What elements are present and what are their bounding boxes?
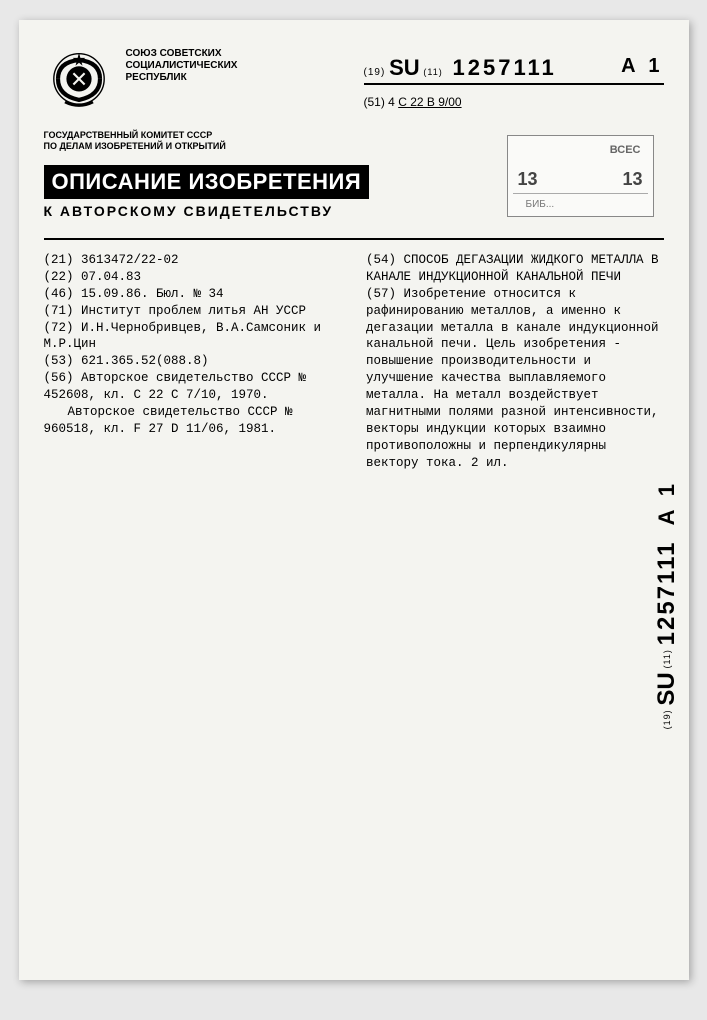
- field-22: (22) 07.04.83: [44, 269, 342, 286]
- ipc-prefix: (51) 4: [364, 95, 399, 109]
- union-line: РЕСПУБЛИК: [126, 72, 238, 84]
- patent-page: СОЮЗ СОВЕТСКИХ СОЦИАЛИСТИЧЕСКИХ РЕСПУБЛИ…: [19, 20, 689, 980]
- library-stamp: ВСЕС 13 13 БИБ...: [507, 135, 654, 217]
- field-21: (21) 3613472/22-02: [44, 252, 342, 269]
- title-sub: К АВТОРСКОМУ СВИДЕТЕЛЬСТВУ: [44, 203, 394, 219]
- code-19: (19): [364, 67, 386, 78]
- committee-line: ГОСУДАРСТВЕННЫЙ КОМИТЕТ СССР: [44, 130, 226, 141]
- field-46: (46) 15.09.86. Бюл. № 34: [44, 286, 342, 303]
- field-54: (54) СПОСОБ ДЕГАЗАЦИИ ЖИДКОГО МЕТАЛЛА В …: [366, 252, 664, 286]
- side-19: (19): [662, 709, 672, 729]
- union-line: СОЮЗ СОВЕТСКИХ: [126, 48, 238, 60]
- field-53: (53) 621.365.52(088.8): [44, 353, 342, 370]
- patent-number: 1257111: [453, 55, 557, 80]
- ipc-classification: (51) 4 С 22 В 9/00: [364, 95, 664, 109]
- title-main: ОПИСАНИЕ ИЗОБРЕТЕНИЯ: [44, 165, 370, 199]
- content-columns: (21) 3613472/22-02 (22) 07.04.83 (46) 15…: [44, 252, 664, 471]
- field-72: (72) И.Н.Чернобривцев, В.А.Самсоник и М.…: [44, 320, 342, 354]
- committee-line: ПО ДЕЛАМ ИЗОБРЕТЕНИЙ И ОТКРЫТИЙ: [44, 141, 226, 152]
- side-number: 1257111: [653, 541, 680, 646]
- side-kind: A 1: [654, 480, 679, 525]
- right-column: (54) СПОСОБ ДЕГАЗАЦИИ ЖИДКОГО МЕТАЛЛА В …: [366, 252, 664, 471]
- side-11: (11): [662, 649, 672, 668]
- stamp-top: ВСЕС: [610, 144, 641, 156]
- horizontal-divider: [44, 238, 664, 240]
- ipc-code: С 22 В 9/00: [398, 95, 461, 109]
- country-code: SU: [389, 55, 420, 80]
- stamp-left: 13: [518, 169, 538, 190]
- doc-kind: A 1: [621, 55, 663, 78]
- field-71: (71) Институт проблем литья АН УССР: [44, 303, 342, 320]
- ussr-emblem-icon: [44, 40, 114, 115]
- committee-text: ГОСУДАРСТВЕННЫЙ КОМИТЕТ СССР ПО ДЕЛАМ ИЗ…: [44, 130, 226, 152]
- field-56a: (56) Авторское свидетельство СССР № 4526…: [44, 370, 342, 404]
- union-line: СОЦИАЛИСТИЧЕСКИХ: [126, 60, 238, 72]
- title-block: ОПИСАНИЕ ИЗОБРЕТЕНИЯ К АВТОРСКОМУ СВИДЕТ…: [44, 165, 394, 219]
- side-doc-number: (19) SU (11) 1257111 A 1: [653, 480, 681, 729]
- code-11: (11): [423, 67, 442, 77]
- stamp-bottom: БИБ...: [526, 199, 555, 210]
- side-su: SU: [653, 672, 680, 705]
- stamp-right: 13: [622, 169, 642, 190]
- union-text: СОЮЗ СОВЕТСКИХ СОЦИАЛИСТИЧЕСКИХ РЕСПУБЛИ…: [126, 40, 238, 115]
- left-column: (21) 3613472/22-02 (22) 07.04.83 (46) 15…: [44, 252, 342, 471]
- field-56b: Авторское свидетельство СССР № 960518, к…: [44, 404, 342, 438]
- doc-number: (19) SU (11) 1257111 A 1: [364, 55, 664, 85]
- field-57: (57) Изобретение относится к рафинирован…: [366, 286, 664, 472]
- stamp-divider: [513, 193, 648, 194]
